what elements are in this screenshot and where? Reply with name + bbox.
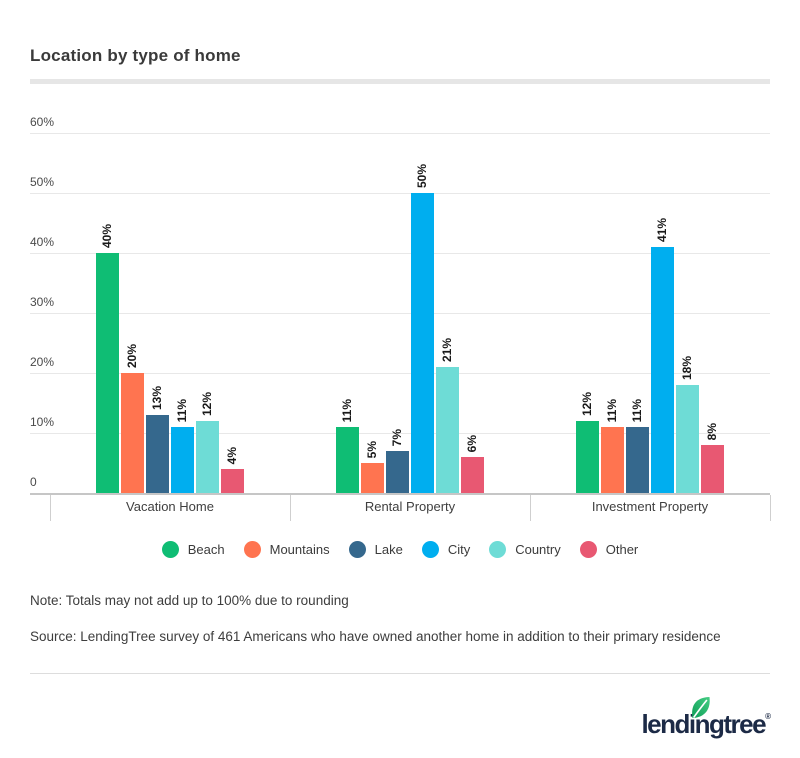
bar-value-label: 21%	[440, 337, 454, 362]
y-axis-tick-label: 30%	[30, 295, 55, 309]
legend-item-city: City	[421, 540, 471, 558]
bar-value-label: 18%	[680, 355, 694, 380]
bar-country-3	[676, 385, 699, 493]
y-axis-tick-label: 50%	[30, 175, 55, 189]
bar-value-label: 20%	[125, 343, 139, 368]
bar-value-label: 50%	[415, 163, 429, 188]
bar-value-label: 40%	[100, 223, 114, 248]
bar-other-2	[461, 457, 484, 493]
legend-label: Other	[605, 541, 639, 557]
gridline	[30, 373, 770, 374]
bar-lake-1	[146, 415, 169, 493]
bar-lake-3	[626, 427, 649, 493]
legend-swatch-icon	[489, 540, 507, 558]
bar-value-label: 11%	[605, 398, 619, 422]
legend-item-other: Other	[579, 540, 639, 558]
bar-mountains-1	[121, 373, 144, 493]
y-axis-tick-label: 40%	[30, 235, 55, 249]
y-axis-tick-label: 10%	[30, 415, 55, 429]
legend-label: Country	[515, 541, 561, 557]
bar-other-1	[221, 469, 244, 493]
legend-swatch-icon	[348, 540, 366, 558]
source-text: Source: LendingTree survey of 461 Americ…	[30, 629, 721, 644]
category-label: Rental Property	[364, 499, 456, 514]
axis-separator	[530, 495, 531, 521]
footer-divider	[30, 673, 770, 674]
bar-value-label: 11%	[340, 398, 354, 422]
note-text: Note: Totals may not add up to 100% due …	[30, 593, 349, 608]
bar-value-label: 11%	[630, 398, 644, 422]
bar-value-label: 7%	[390, 428, 404, 446]
bar-value-label: 41%	[655, 217, 669, 242]
bar-value-label: 12%	[580, 391, 594, 416]
legend-item-country: Country	[489, 540, 561, 558]
bar-value-label: 5%	[365, 440, 379, 458]
legend-swatch-icon	[243, 540, 261, 558]
bar-other-3	[701, 445, 724, 493]
gridline	[30, 193, 770, 194]
bar-beach-1	[96, 253, 119, 493]
legend-label: Beach	[187, 541, 225, 557]
leaf-icon	[692, 697, 711, 718]
bar-city-3	[651, 247, 674, 493]
title-divider	[30, 79, 770, 84]
registered-mark: ®	[765, 712, 771, 721]
bar-value-label: 11%	[175, 398, 189, 422]
bar-chart: 0 10% 20% 30% 40% 50% 60% 40% 11% 12% 20% 5% 11% 13% 7…	[0, 100, 800, 530]
x-axis-line	[30, 493, 770, 495]
legend-swatch-icon	[421, 540, 439, 558]
category-label: Investment Property	[591, 499, 709, 514]
bar-beach-2	[336, 427, 359, 493]
gridline	[30, 313, 770, 314]
legend-label: Lake	[374, 541, 403, 557]
bar-value-label: 6%	[465, 434, 479, 452]
bar-country-1	[196, 421, 219, 493]
category-label: Vacation Home	[126, 499, 214, 514]
y-axis-tick-label: 60%	[30, 115, 55, 129]
axis-separator	[290, 495, 291, 521]
bar-country-2	[436, 367, 459, 493]
chart-legend: Beach Mountains Lake City Country Other	[0, 536, 800, 562]
bar-city-1	[171, 427, 194, 493]
bar-value-label: 4%	[225, 446, 239, 464]
legend-label: City	[447, 541, 471, 557]
legend-item-beach: Beach	[161, 540, 225, 558]
lendingtree-logo: lendingtree®	[641, 694, 771, 742]
bar-beach-3	[576, 421, 599, 493]
bar-value-label: 8%	[705, 422, 719, 440]
axis-separator	[770, 495, 771, 521]
legend-label: Mountains	[269, 541, 330, 557]
legend-item-mountains: Mountains	[243, 540, 330, 558]
bar-mountains-3	[601, 427, 624, 493]
legend-swatch-icon	[161, 540, 179, 558]
legend-item-lake: Lake	[348, 540, 403, 558]
bar-city-2	[411, 193, 434, 493]
gridline	[30, 133, 770, 134]
page-title: Location by type of home	[30, 46, 241, 65]
y-axis-tick-label: 0	[30, 475, 37, 489]
legend-swatch-icon	[579, 540, 597, 558]
bar-mountains-2	[361, 463, 384, 493]
bar-value-label: 12%	[200, 391, 214, 416]
gridline	[30, 253, 770, 254]
bar-lake-2	[386, 451, 409, 493]
y-axis-tick-label: 20%	[30, 355, 55, 369]
bar-value-label: 13%	[150, 385, 164, 410]
axis-separator	[50, 495, 51, 521]
gridline	[30, 433, 770, 434]
